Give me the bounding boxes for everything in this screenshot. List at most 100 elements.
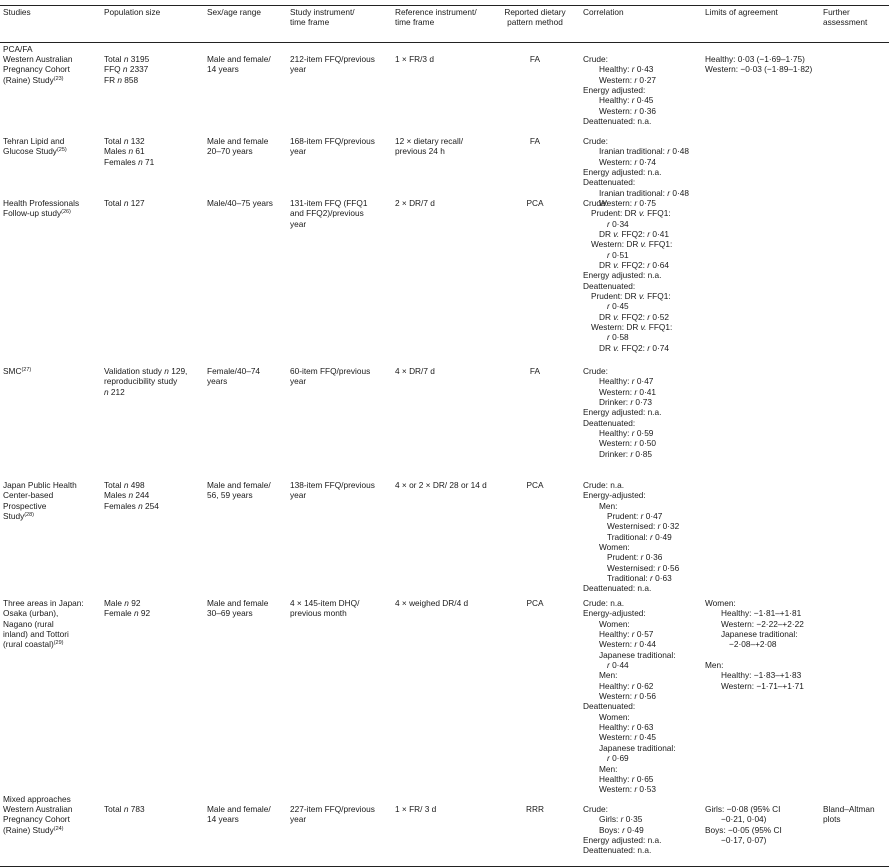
cell-pop: Male n 92 Female n 92 [104,598,150,619]
correlation-line: Traditional: r 0·49 [607,531,672,542]
correlation-line: Women: [599,618,630,629]
correlation-line: DR v. FFQ2: r 0·52 [599,311,669,322]
header-corr-line: Correlation [583,7,624,17]
cell-further-line: Bland–Altman [823,804,875,814]
correlation-line: Women: [599,711,630,722]
cell-ref: 2 × DR/7 d [395,198,435,208]
cell-ref: 12 × dietary recall/previous 24 h [395,136,463,157]
limits-line: −2·08–+2·08 [729,639,777,650]
header-method-line: Reported dietary [504,7,566,17]
study-name-text: Study [3,511,25,522]
study-name-line: Western Australian [3,54,73,64]
cell-sex-line: 20–70 years [207,146,253,157]
study-name-line: inland) and Tottori [3,629,69,640]
cell-ref-line: 1 × FR/3 d [395,54,434,64]
cell-pop: Total n 3195 FFQ n 2337 FR n 858 [104,54,149,85]
study-name: Western Australian Pregnancy Cohort (Raine… [3,54,72,85]
correlation-line: Energy adjusted: n.a. [583,835,662,846]
correlation-line: Energy adjusted: n.a. [583,407,662,418]
header-sex: Sex/age range [207,7,261,17]
study-name: Western Australian Pregnancy Cohort (Raine… [3,804,72,835]
study-name-line: Tehran Lipid and [3,136,65,146]
correlation-line: Men: [599,500,618,511]
header-further-line: Further [823,7,850,17]
cell-ref-line: 4 × DR/7 d [395,366,435,376]
header-instr-line: Study instrument/ [290,7,355,17]
header-pop: Population size [104,7,160,17]
cell-pop-line: Total n 783 [104,804,145,814]
correlation-line: Men: [599,670,618,681]
correlation-line: Deattenuated: n.a. [583,116,652,127]
correlation-line: Western: r 0·36 [599,105,657,116]
correlation-line: Western: r 0·56 [599,691,657,702]
correlation-line: Healthy: r 0·45 [599,95,654,106]
correlation-line: Western: r 0·45 [599,732,657,743]
cell-sex-line: Male and female/ [207,54,271,64]
cell-pop-line: reproducibility study [104,376,178,387]
header-method-line: pattern method [507,17,563,28]
study-name-line: Center-based [3,490,54,501]
cell-instr: 168-item FFQ/previous year [290,136,375,157]
study-name-line: Follow-up study(26) [3,208,79,218]
correlation-line: Westernised: r 0·32 [607,521,680,532]
correlation-line: Western: r 0·44 [599,639,657,650]
cell-pop: Total n 783 [104,804,145,814]
cell-sex: Male and female/14 years [207,804,271,825]
cell-correlation: Crude: Prudent: DR v. FFQ1: r 0·34 DR v. FF… [583,198,672,353]
study-name-text: (Raine) Study [3,74,54,85]
correlation-line: Drinker: r 0·85 [599,448,653,459]
study-name-line: (Raine) Study(24) [3,825,72,835]
cell-sex-line: years [207,376,228,387]
cell-pop: Validation study n 129, reproducibility s… [104,366,187,397]
header-ref-line: time frame [395,17,435,28]
limits-line: Japanese traditional: [721,629,798,640]
cell-sex-line: Male and female [207,598,269,608]
correlation-line: r 0·34 [607,218,629,229]
correlation-line: r 0·69 [607,753,629,764]
cell-instr-line: year [290,814,307,825]
correlation-line: Healthy: r 0·65 [599,773,654,784]
study-name-line: Osaka (urban), [3,608,59,619]
section-label-pca-fa: PCA/FA [3,44,33,54]
cell-instr-line: year [290,146,307,157]
header-study-line: Studies [3,7,31,17]
cell-sex-line: Male and female [207,136,269,146]
correlation-line: Crude: [583,366,608,376]
cell-sex-line: 30–69 years [207,608,253,619]
limits-line: Boys: −0·05 (95% CI [705,824,782,835]
cell-ref-line: 2 × DR/7 d [395,198,435,208]
correlation-line: Energy-adjusted: [583,490,646,501]
study-name-line: Pregnancy Cohort [3,814,70,825]
cell-pop-line: n 212 [104,386,125,397]
correlation-line: Men: [599,763,618,774]
cell-instr-line: 168-item FFQ/previous [290,136,375,146]
cell-method: PCA [526,480,544,490]
cell-pop-line: Males n 244 [104,490,150,501]
correlation-line: Energy adjusted: [583,85,646,96]
cell-correlation: Crude: Girls: r 0·35 Boys: r 0·49 Energy ad… [583,804,661,856]
cell-sex-line: 14 years [207,64,239,75]
cell-ref: 4 × DR/7 d [395,366,435,376]
correlation-line: Healthy: r 0·59 [599,428,654,439]
correlation-line: Healthy: r 0·43 [599,64,654,75]
cell-pop-line: Total n 132 [104,136,145,146]
cell-instr: 227-item FFQ/previous year [290,804,375,825]
cell-limits-of-agreement: Healthy: 0·03 (−1·69–1·75) Western: −0·03… [705,54,812,75]
study-name-line: Glucose Study(25) [3,146,67,156]
cell-pop: Total n 498 Males n 244 Females n 254 [104,480,159,511]
cell-pop-line: Total n 3195 [104,54,150,64]
bottom-rule [0,866,889,867]
limits-line [705,650,804,660]
correlation-line: Boys: r 0·49 [599,824,644,835]
cell-correlation: Crude: n.a. Energy-adjusted: Men: Prudent: … [583,480,679,594]
correlation-line: Drinker: r 0·73 [599,397,653,408]
header-ref: Reference instrument/time frame [395,7,477,28]
cell-instr-line: year [290,218,307,229]
cell-pop-line: FR n 858 [104,74,139,85]
study-reference: (28) [24,512,34,519]
correlation-line: Prudent: DR v. FFQ1: [591,291,671,302]
study-name: Tehran Lipid and Glucose Study(25) [3,136,67,157]
correlation-line: Energy adjusted: n.a. [583,167,662,178]
correlation-line: Crude: [583,54,608,64]
study-name-text: Follow-up study [3,208,62,219]
